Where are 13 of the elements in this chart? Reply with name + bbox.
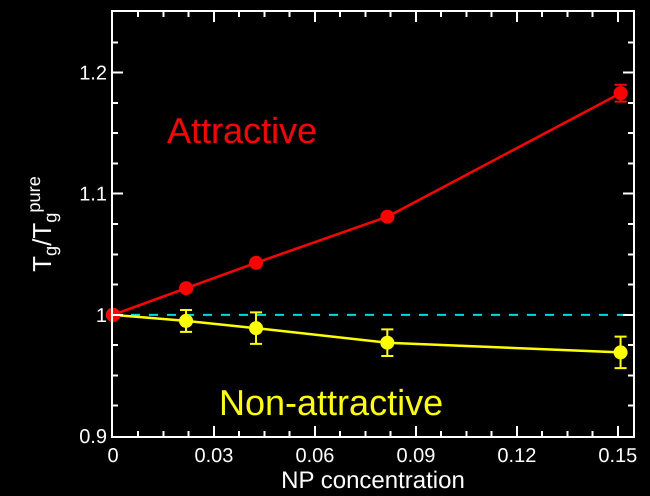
x-axis-title: NP concentration (281, 467, 465, 494)
y-tick-label: 1 (96, 304, 107, 327)
text: Attractive (167, 110, 318, 151)
y-tick-label: 0.9 (79, 426, 107, 448)
x-tick-label: 0.06 (295, 445, 334, 467)
x-tick-label: 0 (107, 445, 119, 467)
x-tick-label: 0.03 (194, 445, 234, 467)
y-tick-label: 1.2 (79, 62, 107, 85)
y-tick-label: 1.1 (79, 184, 107, 206)
x-tick-label: 0.09 (396, 445, 436, 467)
series-label: Non-attractive (219, 382, 444, 423)
x-tick-label: 0.15 (598, 445, 638, 467)
x-tick-label: 0.12 (497, 445, 536, 467)
